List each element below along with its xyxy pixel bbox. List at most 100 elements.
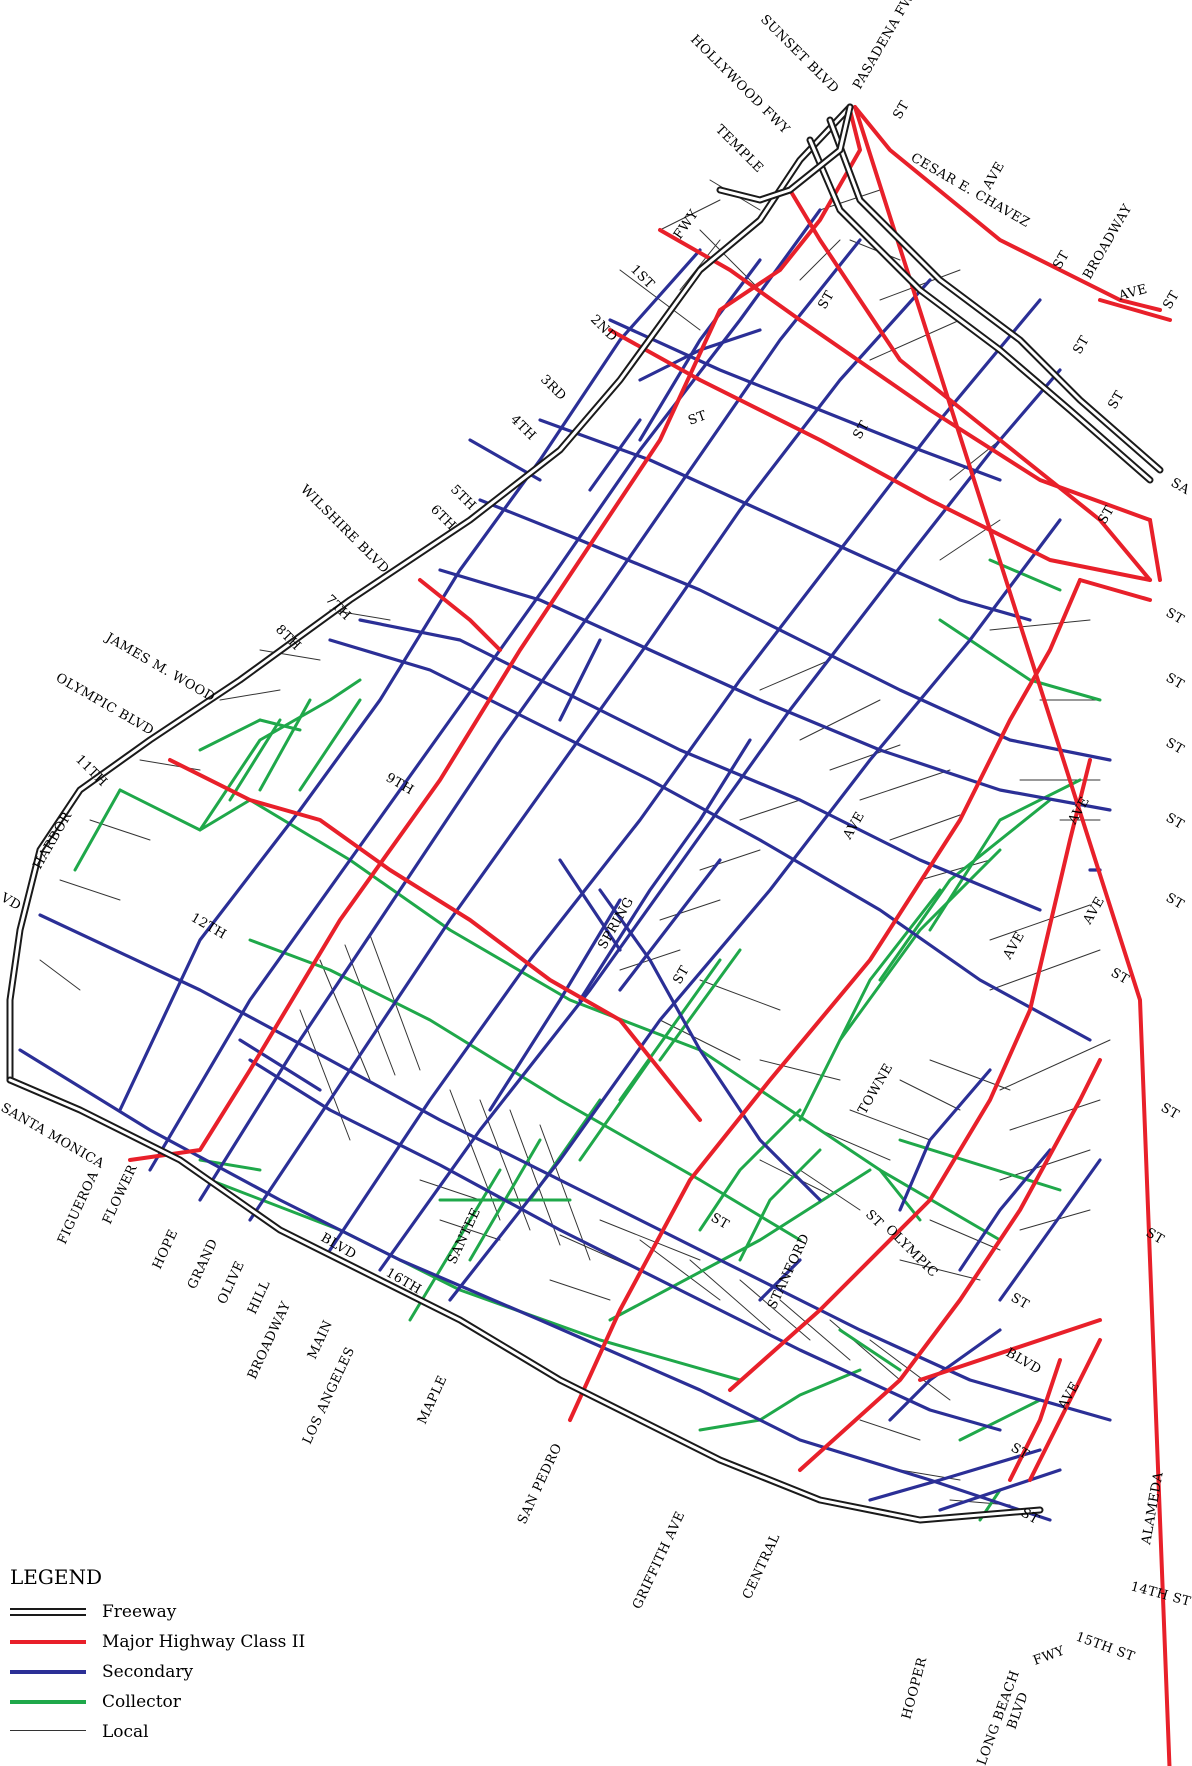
collector-street [698, 1108, 802, 1232]
local-street [599, 1219, 701, 1261]
street-label: BROADWAY [1080, 202, 1135, 282]
street-label: FLOWER [100, 1162, 141, 1227]
local-streets [39, 179, 1111, 1506]
major-highway [418, 578, 502, 652]
legend-item-collector: Collector [10, 1687, 340, 1717]
collector-street [248, 938, 802, 1242]
collector-street [838, 848, 1002, 1042]
freeway [6, 103, 854, 1084]
street-label: HOPE [150, 1227, 181, 1272]
local-street [939, 519, 1001, 561]
street-label: AVE [1080, 894, 1108, 928]
local-street [899, 1259, 981, 1281]
local-street [929, 1219, 1001, 1251]
street-label: FWY [671, 207, 702, 242]
collector-street [228, 718, 282, 802]
local-street [299, 1009, 351, 1141]
local-street [439, 1219, 501, 1241]
street-label: MAPLE [415, 1373, 451, 1427]
freeway-centerline [8, 105, 852, 1082]
local-street [869, 319, 961, 361]
local-street [879, 269, 961, 301]
freeways [6, 103, 1164, 1524]
street-label: ST [1163, 735, 1187, 757]
street-label: AVE [1000, 929, 1028, 963]
local-street [989, 619, 1091, 631]
secondary-street [238, 1038, 322, 1092]
local-street [344, 944, 396, 1076]
street-label: SANTA MONICA [0, 1100, 107, 1172]
secondary-street [328, 638, 1092, 1042]
street-label: MAIN [305, 1318, 336, 1362]
secondary-street [868, 1448, 1042, 1502]
street-label: SAN PEDRO [515, 1441, 566, 1527]
local-street [619, 269, 701, 331]
local-street [989, 904, 1091, 941]
legend-label: Local [102, 1722, 149, 1742]
secondary-street [888, 1328, 1002, 1422]
collector-street [258, 698, 312, 792]
freeway-centerline [808, 138, 1152, 482]
local-street [539, 1124, 591, 1261]
secondary-street [478, 498, 1112, 762]
legend: LEGEND Freeway Major Highway Class II Se… [10, 1565, 340, 1747]
major-highway [168, 758, 702, 1122]
street-label: 12TH [188, 910, 229, 942]
local-street [899, 1079, 961, 1111]
street-label: HARBOR [30, 809, 75, 872]
local-street [759, 659, 831, 691]
local-street [419, 1179, 481, 1201]
major-highway [1078, 578, 1152, 602]
street-label: AVE [980, 159, 1008, 193]
local-street [799, 239, 841, 281]
street-label: SA [1168, 475, 1192, 498]
collector-street [608, 1168, 872, 1322]
collector-street [298, 698, 362, 792]
freeway-centerline [8, 1078, 1042, 1522]
street-label: CESAR E. CHAVEZ [908, 150, 1032, 230]
street-label: CENTRAL [740, 1531, 784, 1602]
collector-street [408, 1168, 502, 1322]
local-street [779, 1299, 851, 1361]
street-label: 1ST [627, 262, 657, 292]
secondary-swatch [10, 1665, 86, 1679]
local-street [919, 859, 991, 881]
collector-street [208, 1178, 742, 1382]
collector-street [878, 1168, 922, 1222]
local-street [699, 229, 761, 291]
street-label: 3RD [537, 372, 569, 404]
local-street [259, 649, 321, 661]
collector-street [878, 798, 1052, 982]
major-highway [608, 328, 1152, 582]
secondary-street [148, 208, 822, 1172]
legend-item-local: Local [10, 1717, 340, 1747]
collector-street [838, 1328, 902, 1372]
major-highway [853, 105, 1172, 1766]
major-highways [128, 105, 1172, 1766]
street-label: TEMPLE [712, 122, 766, 176]
legend-label: Collector [102, 1692, 181, 1712]
street-label: TOWNE [855, 1061, 896, 1117]
street-label: FWY [1031, 1644, 1067, 1669]
local-street [999, 1039, 1111, 1091]
street-label: ST [862, 1207, 886, 1231]
local-street [859, 769, 951, 801]
secondary-street [198, 238, 862, 1202]
collector-street [958, 1398, 1042, 1442]
secondary-street [938, 1468, 1062, 1512]
street-label: AVE [840, 809, 868, 843]
local-street [699, 849, 761, 871]
collector-street [658, 948, 742, 1062]
street-label: BLVD [1003, 1345, 1044, 1377]
major-highway [728, 758, 1092, 1392]
street-label: 2ND [587, 312, 620, 345]
street-label: ST [1158, 1100, 1182, 1122]
secondary-street [998, 1158, 1102, 1302]
major-highway [1098, 298, 1172, 322]
street-label: ST [1070, 333, 1092, 357]
secondary-street [558, 638, 602, 722]
street-label: HOLLYWOOD FWY [687, 32, 792, 137]
street-label: ST [1163, 810, 1187, 832]
local-street [699, 979, 781, 1011]
